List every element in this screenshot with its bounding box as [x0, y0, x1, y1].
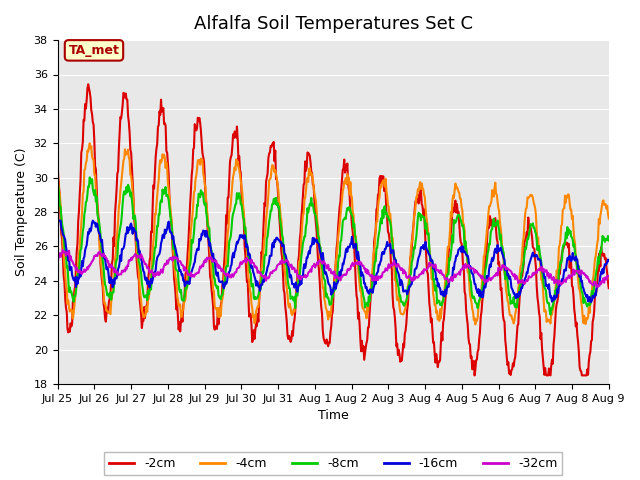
-8cm [547, 312, 554, 317]
-2cm [417, 187, 425, 193]
-32cm [59, 247, 67, 253]
Legend: -2cm, -4cm, -8cm, -16cm, -32cm: -2cm, -4cm, -8cm, -16cm, -32cm [104, 452, 563, 475]
Line: -32cm: -32cm [58, 250, 609, 287]
-2cm [471, 372, 479, 378]
-2cm [605, 285, 612, 291]
-4cm [121, 146, 129, 152]
-8cm [54, 180, 61, 186]
-32cm [401, 270, 409, 276]
-2cm [401, 331, 409, 336]
Line: -16cm: -16cm [58, 221, 609, 302]
Line: -2cm: -2cm [58, 84, 609, 375]
-8cm [63, 263, 71, 269]
-32cm [206, 256, 214, 262]
-4cm [54, 165, 61, 170]
-16cm [401, 288, 409, 294]
-4cm [177, 314, 185, 320]
-8cm [417, 217, 425, 223]
-16cm [605, 258, 612, 264]
-16cm [121, 237, 129, 242]
-4cm [472, 322, 479, 327]
-8cm [121, 192, 129, 197]
-2cm [84, 82, 92, 87]
-32cm [54, 257, 61, 263]
-2cm [206, 273, 214, 279]
-32cm [593, 284, 600, 289]
Line: -4cm: -4cm [58, 143, 609, 324]
-16cm [588, 299, 595, 305]
-16cm [65, 258, 72, 264]
-8cm [177, 287, 185, 293]
-2cm [63, 326, 71, 332]
-8cm [605, 238, 612, 243]
-4cm [401, 307, 409, 312]
Title: Alfalfa Soil Temperatures Set C: Alfalfa Soil Temperatures Set C [194, 15, 472, 33]
-2cm [177, 318, 185, 324]
-4cm [605, 216, 612, 221]
Y-axis label: Soil Temperature (C): Soil Temperature (C) [15, 148, 28, 276]
-32cm [121, 268, 129, 274]
-4cm [86, 140, 93, 146]
-8cm [206, 243, 214, 249]
-4cm [417, 186, 425, 192]
-16cm [54, 218, 62, 224]
-32cm [417, 271, 425, 277]
-8cm [401, 301, 409, 307]
X-axis label: Time: Time [318, 409, 349, 422]
-16cm [417, 244, 425, 250]
-8cm [86, 175, 93, 180]
-4cm [206, 248, 214, 253]
-4cm [63, 300, 71, 306]
-16cm [54, 219, 61, 225]
-2cm [54, 159, 61, 165]
Line: -8cm: -8cm [58, 178, 609, 314]
-16cm [206, 240, 214, 246]
-32cm [605, 273, 612, 279]
Text: TA_met: TA_met [68, 44, 120, 57]
-32cm [65, 252, 72, 257]
-32cm [177, 260, 185, 266]
-16cm [177, 269, 185, 275]
-2cm [121, 95, 129, 101]
